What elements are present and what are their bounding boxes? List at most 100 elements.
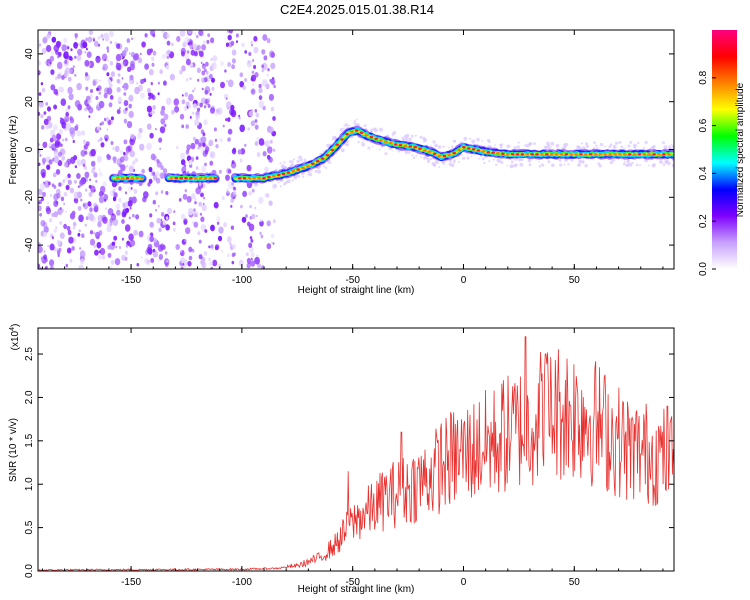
noise-blob [201, 70, 206, 76]
noise-blob [310, 169, 313, 172]
noise-blob [59, 221, 62, 225]
noise-blob [202, 63, 205, 66]
noise-blob [69, 187, 75, 194]
noise-blob [155, 208, 157, 212]
noise-blob [116, 109, 121, 115]
noise-blob [258, 95, 263, 101]
ridge-peak [642, 153, 647, 156]
ridge-peak [423, 149, 427, 152]
noise-blob [96, 241, 102, 249]
noise-blob [94, 40, 99, 47]
noise-blob [158, 137, 163, 143]
noise-blob [62, 179, 66, 183]
noise-blob [308, 172, 313, 177]
noise-blob [80, 149, 86, 157]
noise-blob [182, 263, 185, 266]
noise-blob [159, 126, 166, 134]
noise-blob [198, 30, 204, 36]
noise-blob [124, 153, 128, 157]
noise-blob [272, 148, 276, 152]
noise-blob [280, 164, 285, 169]
noise-blob [271, 77, 275, 81]
noise-blob [146, 105, 152, 113]
noise-blob [423, 138, 428, 142]
noise-blob [543, 145, 548, 149]
ridge-peak [613, 153, 617, 156]
noise-blob [271, 131, 276, 137]
noise-blob [397, 150, 400, 153]
noise-blob [411, 154, 414, 157]
noise-blob [231, 58, 236, 64]
noise-blob [206, 39, 210, 44]
ridge-peak [608, 153, 612, 156]
noise-blob [244, 78, 248, 82]
noise-blob [67, 76, 72, 82]
noise-blob [266, 38, 271, 44]
noise-blob [412, 156, 416, 160]
noise-blob [155, 171, 160, 177]
noise-blob [423, 157, 426, 160]
noise-blob [61, 44, 67, 52]
noise-blob [671, 144, 674, 149]
noise-blob [184, 53, 190, 60]
ridge-peak [545, 153, 549, 156]
noise-blob [408, 151, 411, 154]
noise-blob [201, 77, 206, 83]
noise-blob [249, 205, 252, 209]
ridge-peak [330, 148, 335, 152]
noise-blob [631, 161, 634, 165]
noise-blob [47, 106, 51, 112]
noise-blob [434, 160, 439, 164]
noise-blob [62, 138, 65, 142]
noise-blob [231, 260, 235, 265]
noise-blob [107, 79, 112, 84]
noise-blob [189, 39, 193, 45]
noise-blob [550, 141, 555, 146]
noise-blob [63, 191, 68, 197]
ridge-peak [588, 153, 593, 156]
noise-blob [292, 164, 295, 166]
noise-blob [194, 119, 200, 127]
noise-blob [113, 235, 118, 241]
noise-blob [608, 145, 612, 149]
noise-blob [84, 50, 87, 54]
noise-blob [250, 257, 253, 261]
noise-blob [254, 119, 258, 123]
noise-blob [250, 260, 256, 267]
noise-blob [262, 34, 268, 41]
noise-blob [149, 48, 153, 53]
noise-blob [233, 186, 236, 191]
noise-blob [38, 60, 41, 66]
noise-blob [68, 68, 73, 74]
noise-blob [265, 193, 270, 198]
noise-blob [74, 33, 78, 38]
noise-blob [247, 60, 250, 64]
noise-blob [261, 49, 266, 55]
noise-blob [210, 107, 215, 114]
noise-blob [157, 81, 160, 85]
noise-blob [225, 101, 232, 109]
noise-blob [127, 145, 133, 152]
noise-blob [188, 93, 194, 102]
noise-blob [78, 264, 84, 269]
noise-blob [54, 229, 57, 233]
noise-blob [67, 179, 72, 185]
noise-blob [124, 224, 131, 232]
noise-blob [123, 118, 128, 124]
noise-blob [201, 87, 204, 91]
noise-blob [225, 42, 230, 47]
noise-blob [128, 103, 132, 109]
noise-blob [51, 36, 57, 43]
ridge-peak [354, 129, 359, 132]
noise-blob [614, 141, 619, 145]
noise-blob [231, 148, 237, 155]
noise-blob [95, 180, 98, 183]
noise-blob [578, 159, 582, 164]
noise-blob [231, 243, 237, 250]
noise-blob [166, 33, 170, 39]
ridge-peak [242, 177, 247, 180]
noise-blob [581, 142, 584, 145]
noise-blob [103, 32, 109, 40]
noise-blob [81, 130, 86, 136]
noise-blob [77, 232, 81, 237]
